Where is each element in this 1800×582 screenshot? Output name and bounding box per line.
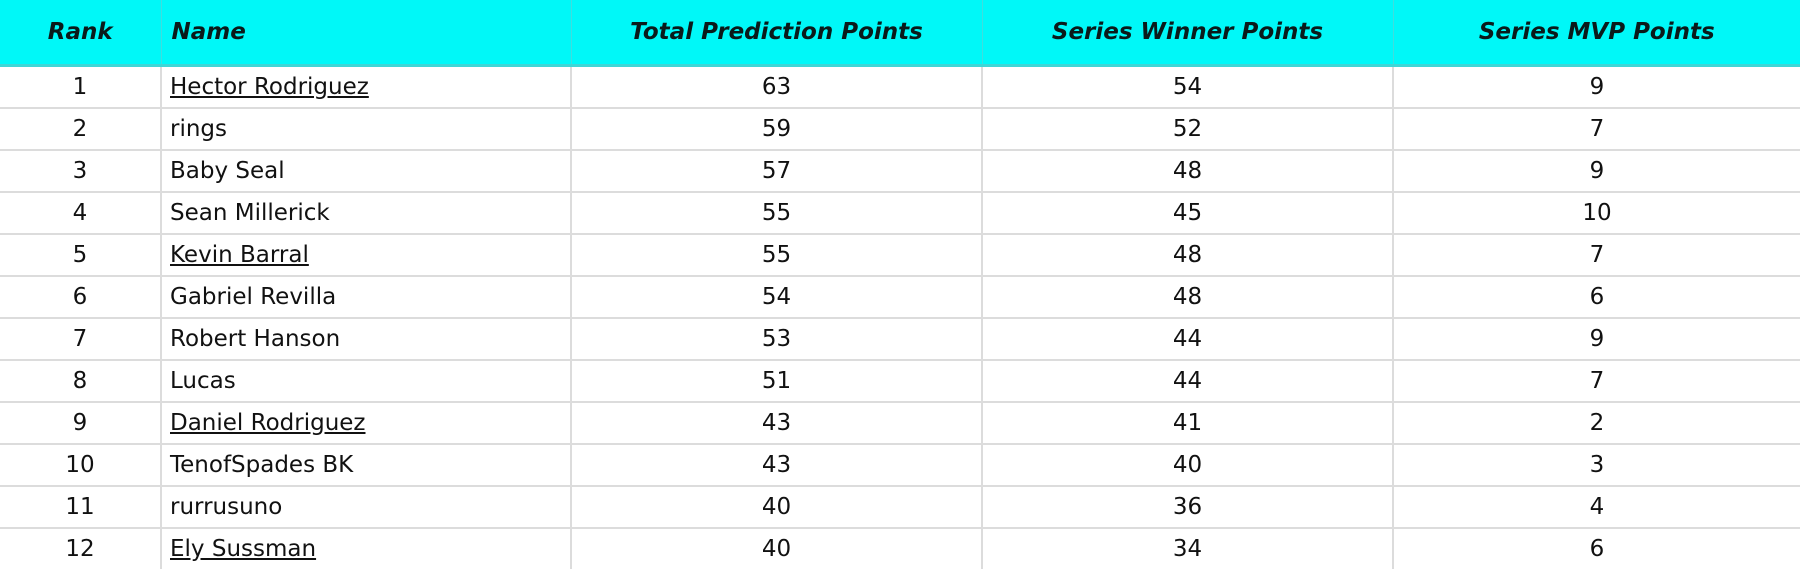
player-link[interactable]: Ely Sussman <box>170 535 317 562</box>
header-total-prediction-points: Total Prediction Points <box>570 0 982 65</box>
total-points-cell: 63 <box>570 64 982 108</box>
rank-cell: 4 <box>0 190 161 234</box>
total-points-cell: 51 <box>570 358 982 402</box>
mvp-points-cell: 9 <box>1392 64 1800 108</box>
mvp-points-cell: 4 <box>1392 484 1800 528</box>
mvp-points-cell: 3 <box>1392 442 1800 486</box>
total-points-cell: 40 <box>570 484 982 528</box>
table-body: 1 Hector Rodriguez 63 54 9 2 rings 59 52 7 3 Baby S… <box>0 64 1800 569</box>
table-row: 11 rurrusuno 40 36 4 <box>0 484 1800 528</box>
table-row: 3 Baby Seal 57 48 9 <box>0 148 1800 192</box>
name-cell: Lucas <box>160 358 571 402</box>
winner-points-cell: 40 <box>981 442 1393 486</box>
total-points-cell: 40 <box>570 526 982 569</box>
table-row: 4 Sean Millerick 55 45 10 <box>0 190 1800 234</box>
winner-points-cell: 48 <box>981 232 1393 276</box>
name-cell: rurrusuno <box>160 484 571 528</box>
winner-points-cell: 45 <box>981 190 1393 234</box>
mvp-points-cell: 7 <box>1392 232 1800 276</box>
header-rank: Rank <box>47 18 113 45</box>
total-points-cell: 59 <box>570 106 982 150</box>
mvp-points-cell: 7 <box>1392 358 1800 402</box>
table-row: 7 Robert Hanson 53 44 9 <box>0 316 1800 360</box>
total-points-cell: 55 <box>570 190 982 234</box>
total-points-cell: 43 <box>570 400 982 444</box>
name-cell: Hector Rodriguez <box>160 64 571 108</box>
name-cell: rings <box>160 106 571 150</box>
name-cell: Ely Sussman <box>160 526 571 569</box>
table-row: 9 Daniel Rodriguez 43 41 2 <box>0 400 1800 444</box>
rank-cell: 2 <box>0 106 161 150</box>
name-cell: Gabriel Revilla <box>160 274 571 318</box>
mvp-points-cell: 6 <box>1392 274 1800 318</box>
rank-cell: 5 <box>0 232 161 276</box>
total-points-cell: 57 <box>570 148 982 192</box>
header-series-mvp-points: Series MVP Points <box>1392 0 1800 65</box>
table-row: 1 Hector Rodriguez 63 54 9 <box>0 64 1800 108</box>
winner-points-cell: 48 <box>981 274 1393 318</box>
name-cell: Daniel Rodriguez <box>160 400 571 444</box>
total-points-cell: 43 <box>570 442 982 486</box>
table-row: 10 TenofSpades BK 43 40 3 <box>0 442 1800 486</box>
mvp-points-cell: 9 <box>1392 148 1800 192</box>
table-row: 12 Ely Sussman 40 34 6 <box>0 526 1800 569</box>
table-row: 8 Lucas 51 44 7 <box>0 358 1800 402</box>
rank-cell: 12 <box>0 526 161 569</box>
table-header: Rank Name Total Prediction Points Series… <box>0 0 1800 65</box>
name-cell: Robert Hanson <box>160 316 571 360</box>
rank-cell: 11 <box>0 484 161 528</box>
rank-cell: 6 <box>0 274 161 318</box>
mvp-points-cell: 7 <box>1392 106 1800 150</box>
winner-points-cell: 48 <box>981 148 1393 192</box>
winner-points-cell: 36 <box>981 484 1393 528</box>
rank-cell: 1 <box>0 64 161 108</box>
table-row: 6 Gabriel Revilla 54 48 6 <box>0 274 1800 318</box>
winner-points-cell: 41 <box>981 400 1393 444</box>
table-row: 2 rings 59 52 7 <box>0 106 1800 150</box>
total-points-cell: 54 <box>570 274 982 318</box>
name-cell: Sean Millerick <box>160 190 571 234</box>
name-cell: Kevin Barral <box>160 232 571 276</box>
name-cell: TenofSpades BK <box>160 442 571 486</box>
winner-points-cell: 34 <box>981 526 1393 569</box>
winner-points-cell: 44 <box>981 358 1393 402</box>
mvp-points-cell: 2 <box>1392 400 1800 444</box>
player-link[interactable]: Kevin Barral <box>170 241 309 268</box>
header-series-winner-points: Series Winner Points <box>981 0 1393 65</box>
winner-points-cell: 44 <box>981 316 1393 360</box>
rank-cell: 3 <box>0 148 161 192</box>
total-points-cell: 53 <box>570 316 982 360</box>
winner-points-cell: 52 <box>981 106 1393 150</box>
winner-points-cell: 54 <box>981 64 1393 108</box>
mvp-points-cell: 10 <box>1392 190 1800 234</box>
mvp-points-cell: 9 <box>1392 316 1800 360</box>
name-cell: Baby Seal <box>160 148 571 192</box>
leaderboard-table: Rank Name Total Prediction Points Series… <box>0 0 1800 569</box>
mvp-points-cell: 6 <box>1392 526 1800 569</box>
table-row: 5 Kevin Barral 55 48 7 <box>0 232 1800 276</box>
player-link[interactable]: Hector Rodriguez <box>170 73 369 100</box>
player-link[interactable]: Daniel Rodriguez <box>170 409 366 436</box>
rank-cell: 8 <box>0 358 161 402</box>
rank-cell: 9 <box>0 400 161 444</box>
rank-cell: 10 <box>0 442 161 486</box>
rank-cell: 7 <box>0 316 161 360</box>
total-points-cell: 55 <box>570 232 982 276</box>
header-name: Name <box>160 0 571 65</box>
